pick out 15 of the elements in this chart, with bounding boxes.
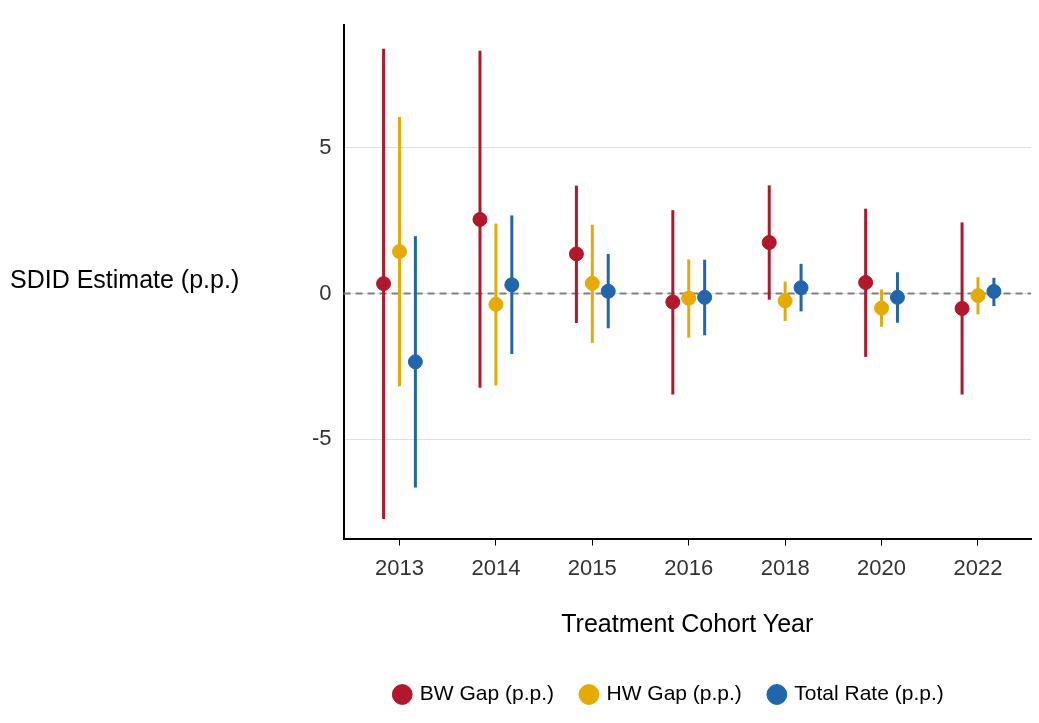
x-axis-title: Treatment Cohort Year [561,608,814,637]
x-tick-label: 2015 [567,554,617,580]
x-tick-label: 2018 [760,554,810,580]
x-tick-label: 2016 [664,554,714,580]
x-tick-label: 2013 [375,554,424,580]
legend-label: Total Rate (p.p.) [794,681,944,705]
y-tick-label: 5 [319,133,332,159]
y-tick-label: -5 [312,425,332,451]
y-axis-title: SDID Estimate (p.p.) [10,265,240,294]
legend-label: BW Gap (p.p.) [419,681,554,705]
x-tick-label: 2022 [953,554,1003,580]
x-tick-label: 2020 [857,554,907,580]
legend-label: HW Gap (p.p.) [606,681,742,705]
x-tick-label: 2014 [471,554,521,580]
y-tick-label: 0 [319,279,332,305]
